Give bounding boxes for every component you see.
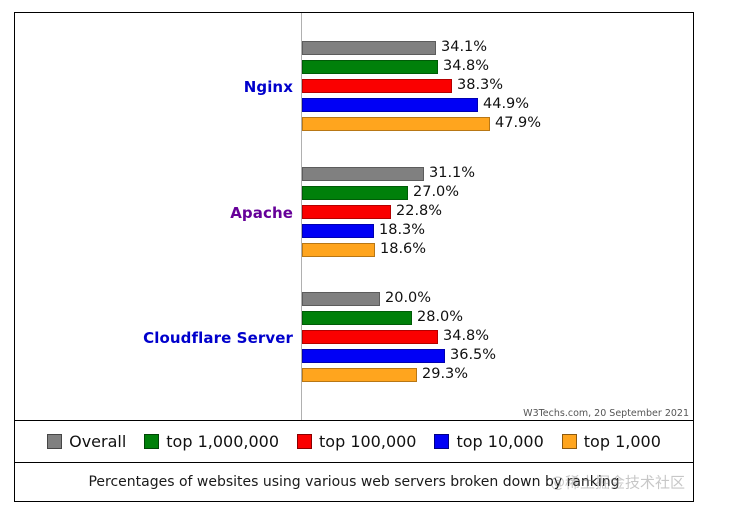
bar-row: 29.3%	[302, 366, 693, 385]
bar	[302, 79, 452, 93]
bar	[302, 368, 417, 382]
bar-row: 27.0%	[302, 184, 693, 203]
legend-item[interactable]: top 10,000	[434, 432, 544, 451]
chart-footer: Percentages of websites using various we…	[15, 463, 693, 501]
bar-value-label: 34.1%	[441, 39, 488, 55]
bar	[302, 224, 374, 238]
category-label: Nginx	[243, 77, 293, 96]
legend-swatch-icon	[47, 434, 63, 449]
category-label: Cloudflare Server	[143, 328, 293, 347]
bar-row: 28.0%	[302, 309, 693, 328]
bar-row: 34.8%	[302, 58, 693, 77]
bar-row: 22.8%	[302, 203, 693, 222]
bar-value-label: 34.8%	[443, 58, 490, 74]
legend-item[interactable]: top 1,000	[561, 432, 661, 451]
bar-stack: 20.0% 28.0% 34.8% 36.5% 29.3%	[302, 290, 693, 385]
bar	[302, 60, 438, 74]
category-label: Apache	[230, 203, 293, 222]
bar-value-label: 38.3%	[457, 77, 504, 93]
bar	[302, 349, 445, 363]
bar	[302, 205, 391, 219]
bar	[302, 243, 375, 257]
bar-stack: 34.1% 34.8% 38.3% 44.9% 47.9%	[302, 39, 693, 134]
bar-value-label: 47.9%	[495, 115, 542, 131]
bar	[302, 292, 380, 306]
bar-value-label: 44.9%	[483, 96, 530, 112]
bar-row: 18.6%	[302, 241, 693, 260]
legend-item[interactable]: top 100,000	[297, 432, 416, 451]
legend-item[interactable]: top 1,000,000	[144, 432, 279, 451]
bar-value-label: 27.0%	[413, 184, 460, 200]
attribution-text: W3Techs.com, 20 September 2021	[523, 408, 689, 419]
bar-value-label: 22.8%	[396, 203, 443, 219]
bar	[302, 186, 408, 200]
bar	[302, 330, 438, 344]
bar	[302, 98, 478, 112]
bar-value-label: 20.0%	[385, 290, 432, 306]
bar-value-label: 18.3%	[379, 222, 426, 238]
bar-value-label: 29.3%	[422, 366, 469, 382]
bar	[302, 117, 490, 131]
bar-value-label: 18.6%	[380, 241, 427, 257]
bar	[302, 167, 424, 181]
bar-value-label: 28.0%	[417, 309, 464, 325]
footer-caption: Percentages of websites using various we…	[88, 474, 620, 490]
plot-area: Nginx 34.1% 34.8% 38.3% 44.9% 47.9% Apache 31.1…	[15, 13, 693, 421]
legend-label: top 1,000	[583, 432, 661, 451]
legend-label: top 100,000	[319, 432, 417, 451]
legend-swatch-icon	[434, 434, 450, 449]
bar-value-label: 36.5%	[450, 347, 497, 363]
chart-container: Nginx 34.1% 34.8% 38.3% 44.9% 47.9% Apache 31.1…	[14, 12, 694, 502]
bar-group: Apache 31.1% 27.0% 22.8% 18.3% 18.6%	[15, 165, 693, 260]
category-axis-line	[301, 13, 302, 420]
bar-row: 38.3%	[302, 77, 693, 96]
bar-row: 34.8%	[302, 328, 693, 347]
legend-swatch-icon	[297, 434, 313, 449]
bar-group: Nginx 34.1% 34.8% 38.3% 44.9% 47.9%	[15, 39, 693, 134]
bar	[302, 311, 412, 325]
legend-label: Overall	[69, 432, 127, 451]
bar-group: Cloudflare Server 20.0% 28.0% 34.8% 36.5% 29.…	[15, 290, 693, 385]
bar-value-label: 31.1%	[429, 165, 476, 181]
legend-label: top 10,000	[456, 432, 544, 451]
legend-swatch-icon	[561, 434, 577, 449]
bar-row: 34.1%	[302, 39, 693, 58]
bar	[302, 41, 436, 55]
bar-row: 36.5%	[302, 347, 693, 366]
bar-row: 47.9%	[302, 115, 693, 134]
bar-row: 44.9%	[302, 96, 693, 115]
bar-row: 20.0%	[302, 290, 693, 309]
legend-label: top 1,000,000	[166, 432, 280, 451]
bar-row: 31.1%	[302, 165, 693, 184]
chart-legend: Overall top 1,000,000 top 100,000 top 10,00…	[15, 421, 693, 463]
bar-value-label: 34.8%	[443, 328, 490, 344]
bar-row: 18.3%	[302, 222, 693, 241]
bar-stack: 31.1% 27.0% 22.8% 18.3% 18.6%	[302, 165, 693, 260]
legend-item[interactable]: Overall	[47, 432, 126, 451]
legend-swatch-icon	[144, 434, 160, 449]
